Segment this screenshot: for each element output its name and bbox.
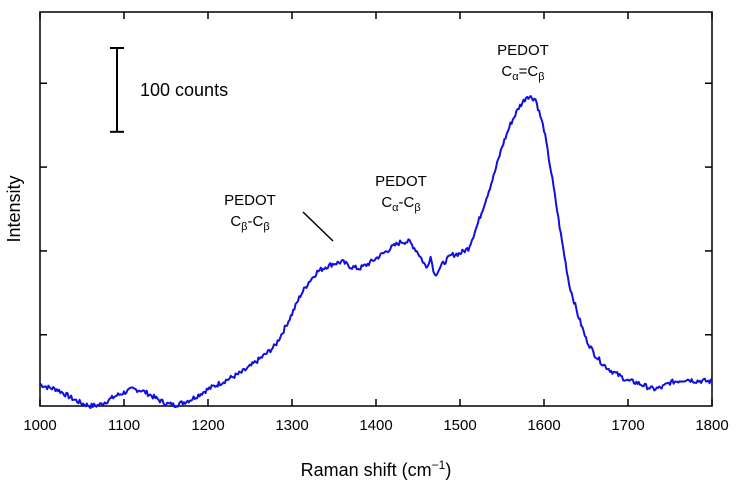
x-tick-label-1100: 1100 xyxy=(108,417,140,434)
annotation-ca-cb-single-title: PEDOT xyxy=(375,173,427,190)
x-tick-label-1200: 1200 xyxy=(191,417,224,434)
plot-axes xyxy=(39,11,713,407)
x-tick-label-1400: 1400 xyxy=(359,417,392,434)
x-axis-ticks: 1000 1100 1200 1300 1400 1500 1600 1700 1800 xyxy=(23,12,729,434)
annotation-cb-cb-pointer xyxy=(302,211,334,242)
annotation-ca-cb-double: PEDOT Cα=Cβ xyxy=(497,42,549,83)
annotation-cb-cb-formula: Cβ-Cβ xyxy=(230,213,269,233)
annotation-ca-cb-single: PEDOT Cα-Cβ xyxy=(375,173,427,214)
series-layer xyxy=(39,95,713,410)
annotation-ca-cb-double-title: PEDOT xyxy=(497,42,549,59)
y-axis-label: Intensity xyxy=(4,175,24,242)
annotation-ca-cb-single-formula: Cα-Cβ xyxy=(381,194,420,214)
x-tick-label-1000: 1000 xyxy=(23,417,56,434)
x-tick-label-1600: 1600 xyxy=(527,417,560,434)
y-axis-ticks xyxy=(40,82,712,336)
scale-bar: 100 counts xyxy=(110,47,228,133)
x-tick-label-1500: 1500 xyxy=(443,417,476,434)
x-tick-label-1800: 1800 xyxy=(695,417,728,434)
annotation-cb-cb: PEDOT Cβ-Cβ xyxy=(224,192,334,242)
x-tick-label-1700: 1700 xyxy=(611,417,644,434)
annotation-cb-cb-title: PEDOT xyxy=(224,192,276,209)
plot-frame xyxy=(39,11,713,407)
x-tick-label-1300: 1300 xyxy=(275,417,308,434)
x-axis-label: Raman shift (cm−1) xyxy=(301,458,452,480)
scale-bar-label: 100 counts xyxy=(140,80,228,100)
annotation-ca-cb-double-formula: Cα=Cβ xyxy=(501,63,544,83)
spectrum-line xyxy=(39,95,713,410)
